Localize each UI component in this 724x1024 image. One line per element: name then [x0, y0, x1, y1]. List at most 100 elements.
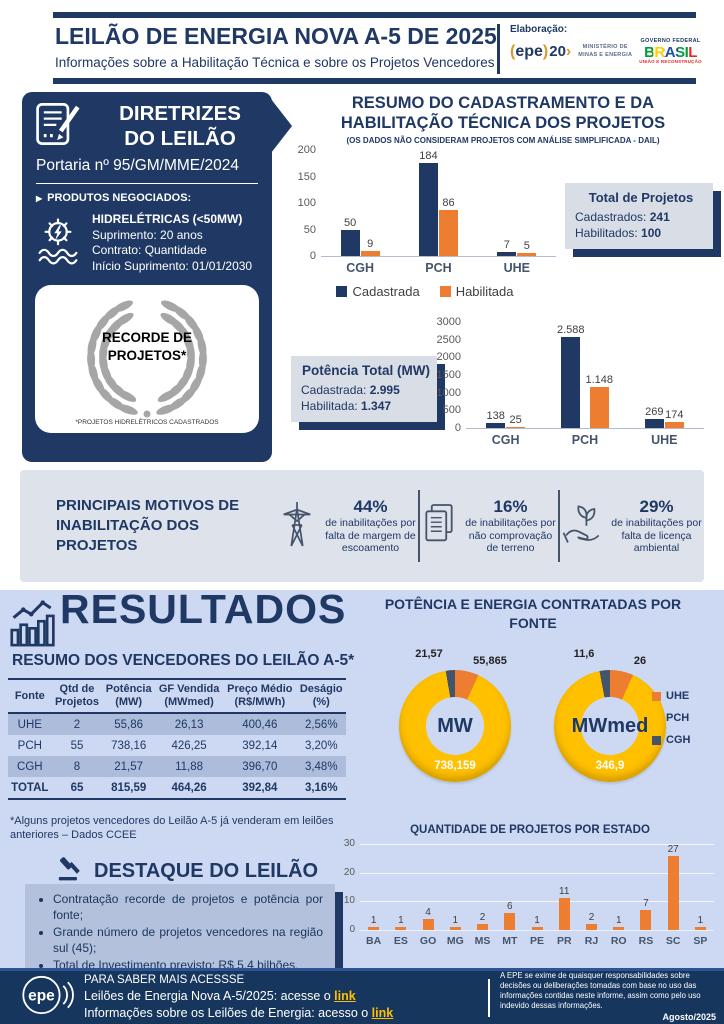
- table-cell: 26,13: [174, 718, 204, 731]
- table-row: CGH 8 21,57 11,88 396,70 3,48%: [8, 756, 346, 778]
- bar: [360, 251, 380, 256]
- bar: [585, 924, 597, 930]
- category-label: PE: [530, 935, 545, 947]
- bar: [449, 927, 461, 930]
- donut-chart-mwmed: MWmed: [554, 670, 666, 782]
- table-cell: 738,16: [111, 739, 147, 752]
- highlight-box: Contratação recorde de projetos e potênc…: [25, 884, 335, 984]
- legend-swatch: [652, 713, 661, 723]
- winners-table-title: RESUMO DOS VENCEDORES DO LEILÃO A-5*: [12, 652, 355, 669]
- bar: [422, 918, 434, 930]
- highlight-header: DESTAQUE DO LEILÃO: [58, 854, 318, 888]
- category-label: MS: [474, 935, 491, 947]
- hand-leaf-icon: [560, 500, 604, 553]
- inability-item-escoamento: 44% de inabilitações por falta de margem …: [276, 497, 418, 554]
- table-cell: TOTAL: [11, 781, 49, 794]
- y-axis: 3000 2500 2000 1500 1000 500 0: [430, 316, 466, 434]
- products-label: ▶ PRODUTOS NEGOCIADOS:: [36, 192, 192, 204]
- documents-icon: [420, 500, 458, 553]
- table-cell: 11,88: [175, 760, 204, 773]
- category-label: PR: [556, 935, 572, 947]
- bar-value-label: 7: [643, 897, 649, 909]
- category-label: ES: [393, 935, 408, 947]
- category-label: PCH: [425, 261, 452, 275]
- transmission-tower-icon: [276, 498, 318, 555]
- category-label: GO: [419, 935, 437, 947]
- category-label: CGH: [346, 261, 375, 275]
- plot-area: 138 25 2.588 1.148 269 174: [466, 322, 704, 429]
- bar: [506, 426, 526, 428]
- category-label: PCH: [571, 433, 599, 447]
- bar-value-label: 86: [442, 197, 455, 210]
- bar-value-label: 5: [523, 240, 530, 253]
- category-label: CGH: [491, 433, 520, 447]
- header-divider: [497, 24, 500, 74]
- bar-value-label: 174: [665, 408, 684, 421]
- table-cell: 21,57: [114, 760, 144, 773]
- bar: [438, 210, 458, 256]
- record-badge-title: RECORDE DE PROJETOS*: [101, 330, 192, 363]
- bar-value-label: 138: [486, 410, 505, 423]
- legend-swatch: [439, 286, 451, 297]
- elaboration-block: Elaboração: (epe)20› MINISTÉRIO DE MINAS …: [510, 24, 702, 64]
- donut-legend: UHE PCH CGH: [652, 690, 690, 746]
- bar: [418, 163, 438, 256]
- results-title: RESULTADOS: [60, 586, 347, 632]
- gridline: [360, 930, 714, 931]
- donut-label-pch: 738,159: [434, 760, 476, 772]
- y-tick-label: 10: [343, 895, 355, 907]
- donut-label-uhe: 55,865: [473, 655, 507, 667]
- ordinance: Portaria nº 95/GM/MME/2024: [36, 157, 239, 174]
- table-row: UHE 2 55,86 26,13 400,46 2,56%: [8, 713, 346, 736]
- category-label: MG: [446, 935, 464, 947]
- category-label: RO: [610, 935, 627, 947]
- gavel-icon: [58, 854, 86, 888]
- donut-label-cgh: 21,57: [415, 648, 443, 660]
- guidelines-banner: DIRETRIZES DO LEILÃO: [22, 92, 292, 154]
- y-tick-label: 30: [343, 838, 355, 849]
- bar-value-label: 184: [419, 150, 438, 162]
- donut-center-label: MWmed: [571, 714, 649, 737]
- bar: [531, 927, 543, 930]
- table-cell: 55,86: [114, 718, 144, 731]
- gridline: [360, 872, 714, 874]
- category-axis: CGH PCH UHE: [466, 429, 704, 447]
- table-row: TOTAL 65 815,59 464,26 392,84 3,16%: [8, 777, 346, 800]
- bar: [664, 421, 684, 428]
- auctions-page-link[interactable]: link: [371, 1006, 394, 1021]
- y-tick-label: 0: [309, 250, 316, 262]
- footer-date: Agosto/2025: [662, 1012, 716, 1023]
- gridline: [360, 844, 714, 845]
- table-cell: 400,46: [242, 718, 278, 731]
- bar-value-label: 1: [370, 915, 377, 927]
- y-tick-label: 1000: [436, 386, 461, 399]
- column-header: GF Vendida (MWmed): [158, 683, 220, 709]
- bar-value-label: 27: [667, 844, 679, 855]
- guidelines-title: DIRETRIZES DO LEILÃO: [119, 102, 241, 150]
- bar: [486, 423, 506, 428]
- table-cell: 426,25: [171, 739, 207, 752]
- table-cell: 815,59: [111, 781, 147, 794]
- bar-value-label: 2: [479, 912, 486, 924]
- bar-value-label: 6: [507, 900, 513, 912]
- bar-value-label: 1: [452, 915, 459, 927]
- total-power-box: Potência Total (MW) Cadastrada: 2.995 Ha…: [291, 356, 437, 423]
- donut-center-label: MW: [437, 714, 473, 737]
- y-tick-label: 500: [442, 404, 461, 417]
- highlight-list: Contratação recorde de projetos e potênc…: [37, 892, 323, 974]
- column-header: Potência (MW): [105, 683, 152, 709]
- plot-area: 1 1 4 1 2 6 1 11 2 1 7 27 1: [360, 844, 714, 931]
- bar: [644, 418, 664, 428]
- winners-table: Fonte Qtd de Projetos Potência (MW) GF Vend…: [8, 678, 346, 800]
- column-header: Fonte: [14, 689, 45, 702]
- bar: [561, 336, 581, 428]
- y-tick-label: 20: [343, 866, 355, 878]
- legend-item: CGH: [652, 734, 690, 746]
- bar: [340, 229, 360, 256]
- bar-value-label: 2.588: [556, 323, 585, 336]
- bar: [517, 253, 537, 256]
- table-cell: 464,26: [171, 781, 207, 794]
- y-tick-label: 0: [454, 422, 461, 434]
- auction-info-link[interactable]: link: [334, 989, 356, 1004]
